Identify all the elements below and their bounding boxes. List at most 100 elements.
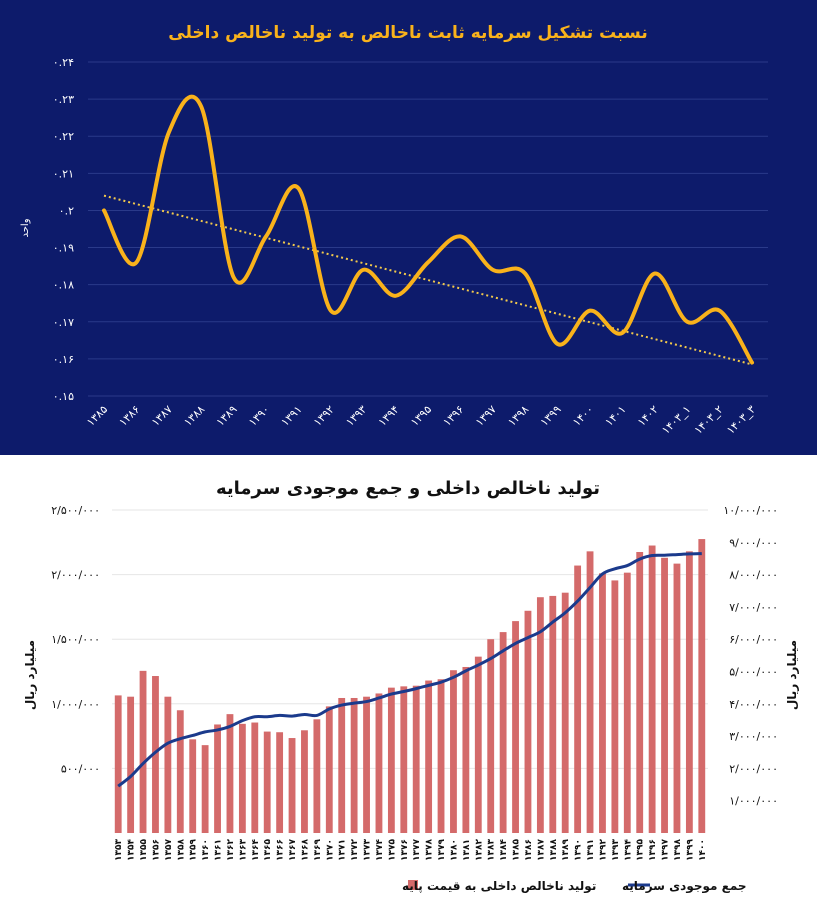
trend-line	[103, 194, 753, 366]
x-tick-label: ۱۳۶۰	[201, 839, 211, 861]
x-tick-label: ۱۳۶۵	[263, 839, 273, 861]
x-tick-label: ۱۳۷۷	[412, 839, 422, 861]
legend-swatch-gdp	[408, 880, 418, 890]
gdp-bar	[152, 676, 159, 833]
gdp-bar	[474, 656, 482, 833]
x-tick-label: ۱۳۵۳	[114, 839, 124, 861]
x-tick-label: ۱۳۵۹	[189, 839, 199, 861]
x-tick-label: ۱۳۵۴	[127, 839, 137, 861]
x-tick-label: ۱۳۹۰	[246, 403, 272, 429]
y-tick-label: ۰.۱۵	[53, 390, 74, 403]
gdp-bar	[524, 610, 532, 833]
x-tick-label: ۱۳۶۴	[251, 839, 261, 861]
gdp-bar	[350, 697, 358, 833]
gdp-bar	[586, 551, 594, 833]
gdp-bar	[648, 545, 656, 833]
x-tick-label: ۱۳۸۹	[214, 403, 240, 429]
x-tick-label: ۱۳۹۸	[673, 839, 683, 861]
x-tick-label: ۱۳۸۷	[536, 839, 546, 861]
x-tick-label: ۱۳۹۷	[661, 839, 671, 861]
right-tick-label: ۷/۰۰۰/۰۰۰	[729, 601, 778, 614]
gdp-bar	[561, 592, 569, 833]
x-tick-label: ۱۳۹۲	[598, 839, 608, 861]
gdp-bar	[412, 685, 420, 833]
x-tick-label: ۱۳۹۴	[623, 839, 633, 861]
x-tick-label: ۱۳۸۷	[149, 403, 175, 429]
ratio-chart-ylabel: واحد	[20, 218, 31, 237]
y-tick-label: ۰.۱۶	[53, 353, 74, 366]
gdp-bar	[301, 730, 308, 833]
x-tick-label: ۱۳۷۸	[425, 839, 435, 861]
right-tick-label: ۴/۰۰۰/۰۰۰	[729, 698, 778, 711]
gdp-bar	[698, 539, 706, 833]
x-tick-label: ۱۴۰۳_۱	[659, 403, 693, 437]
x-tick-label: ۱۳۸۳	[487, 839, 497, 861]
gdp-bar	[139, 670, 147, 833]
x-tick-label: ۱۳۸۰	[449, 839, 459, 861]
y-tick-label: ۰.۲	[59, 204, 74, 217]
x-tick-label: ۱۳۶۲	[226, 839, 236, 861]
gdp-bar	[251, 722, 259, 833]
x-tick-label: ۱۳۹۳	[343, 403, 369, 429]
gdp-bar	[127, 696, 135, 833]
gdp-bar	[238, 723, 246, 833]
gdp-bar	[450, 670, 457, 833]
gdp-bar	[226, 714, 234, 833]
x-tick-label: ۱۳۹۳	[611, 839, 621, 861]
gdp-bar	[623, 572, 631, 833]
gdp-bar	[276, 732, 284, 833]
x-tick-label: ۱۳۹۹	[538, 403, 564, 429]
right-tick-label: ۲/۰۰۰/۰۰۰	[729, 762, 778, 775]
x-tick-label: ۱۳۹۲	[311, 403, 337, 429]
x-tick-label: ۱۳۷۹	[437, 839, 447, 861]
right-tick-label: ۸/۰۰۰/۰۰۰	[729, 569, 778, 582]
y-tick-label: ۰.۱۹	[53, 242, 74, 255]
gdp-bar	[487, 639, 495, 833]
x-tick-label: ۱۳۷۵	[387, 839, 397, 861]
x-tick-label: ۱۳۹۶	[648, 839, 658, 861]
gdp-bar	[549, 595, 557, 833]
y-tick-label: ۰.۲۳	[53, 93, 74, 106]
x-tick-label: ۱۳۹۵	[408, 403, 434, 429]
x-tick-label: ۱۴۰۳_۲	[692, 403, 726, 437]
x-tick-label: ۱۳۵۷	[164, 839, 174, 861]
x-tick-label: ۱۳۸۹	[561, 839, 571, 861]
x-tick-label: ۱۳۹۶	[441, 403, 467, 429]
gdp-bar	[288, 738, 296, 833]
x-tick-label: ۱۳۷۱	[338, 839, 348, 861]
x-tick-label: ۱۳۵۸	[176, 839, 186, 861]
gdp-bar	[363, 696, 370, 833]
y-tick-label: ۰.۲۱	[53, 167, 74, 180]
right-tick-label: ۱/۰۰۰/۰۰۰	[729, 795, 778, 808]
gdp-bar	[313, 719, 321, 833]
gdp-bar	[661, 557, 668, 833]
x-tick-label: ۱۳۶۶	[276, 839, 286, 861]
x-tick-label: ۱۳۸۴	[499, 839, 509, 861]
x-tick-label: ۱۳۹۱	[279, 403, 305, 429]
x-tick-label: ۱۳۸۲	[474, 839, 484, 861]
left-tick-label: ۵۰۰/۰۰۰	[61, 762, 100, 775]
right-tick-label: ۳/۰۰۰/۰۰۰	[729, 730, 778, 743]
gdp-bar	[685, 551, 693, 833]
gdp-bar	[338, 697, 346, 833]
y-tick-label: ۰.۱۸	[53, 279, 74, 292]
x-tick-label: ۱۴۰۲	[635, 403, 661, 429]
x-tick-label: ۱۳۸۵	[84, 403, 110, 429]
gdp-capital-chart-panel: تولید ناخالص داخلی و جمع موجودی سرمایه ۵…	[0, 460, 817, 913]
gdp-bar	[201, 745, 209, 833]
gdp-bar	[263, 731, 271, 833]
left-tick-label: ۱/۵۰۰/۰۰۰	[51, 633, 100, 646]
left-tick-label: ۱/۰۰۰/۰۰۰	[51, 698, 100, 711]
right-tick-label: ۱۰/۰۰۰/۰۰۰	[723, 504, 778, 517]
ratio-chart-title: نسبت تشکیل سرمایه ثابت ناخالص به تولید ن…	[168, 23, 647, 43]
gdp-bar	[164, 696, 172, 833]
x-tick-label: ۱۳۹۷	[473, 403, 499, 429]
x-tick-label: ۱۳۹۹	[685, 839, 695, 861]
x-tick-label: ۱۳۸۸	[549, 839, 559, 861]
gdp-bar	[673, 563, 681, 833]
gdp-bar	[214, 724, 221, 833]
ratio-chart: نسبت تشکیل سرمایه ثابت ناخالص به تولید ن…	[20, 23, 768, 437]
x-tick-label: ۱۳۷۲	[350, 839, 360, 861]
legend-label-capital: جمع موجودی سرمایه	[622, 879, 747, 894]
x-tick-label: ۱۳۹۸	[505, 403, 531, 429]
